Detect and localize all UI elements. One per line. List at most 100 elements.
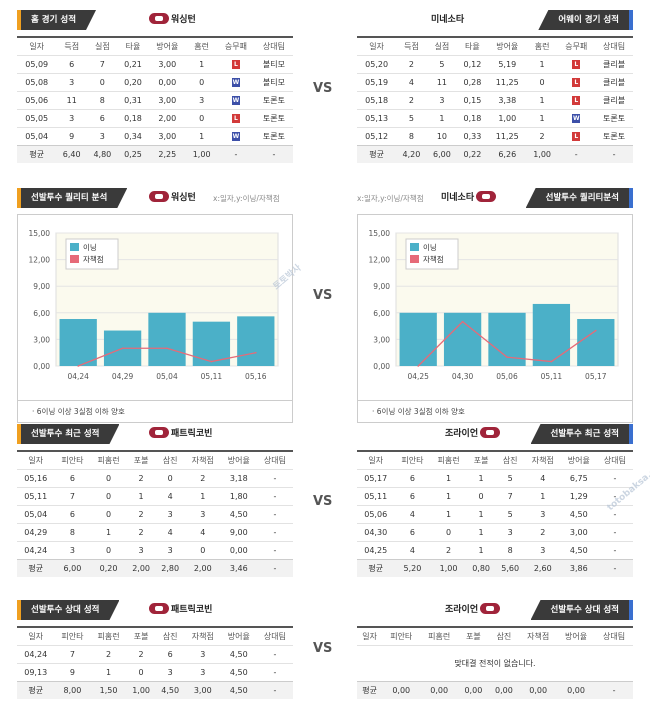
table-header-row: 일자 득점 실점 타율 방어율 홈런 승무패 상대팀: [17, 37, 293, 55]
home-record-table: 일자 득점 실점 타율 방어율 홈런 승무패 상대팀 05,09 6 7 0,21 3,00 1 L 볼티모 0…: [17, 36, 293, 163]
left-pitcher-vs-name: 패트릭코빈: [171, 605, 213, 615]
column-header: 자책점: [524, 451, 561, 469]
average-cell: 0,80: [466, 558, 496, 577]
table-cell: 11,25: [487, 126, 527, 145]
table-cell: 1: [526, 108, 558, 127]
average-cell: -: [216, 144, 255, 163]
table-row: 05,12 8 10 0,33 11,25 2 L 토론토: [357, 126, 633, 145]
earned-run-point: [166, 347, 168, 350]
washington-logo-icon: [149, 191, 169, 202]
average-row: 평균 8,00 1,50 1,00 4,50 3,00 4,50-: [17, 680, 293, 699]
table-cell: 0: [90, 468, 127, 487]
table-cell: 0,20: [117, 72, 149, 91]
average-cell: -: [557, 144, 596, 163]
column-header: 상대팀: [596, 451, 633, 469]
earned-run-point: [506, 356, 508, 358]
table-header-row: 일자 피안타 피홈런 포볼 삼진 자책점 방어율 상대팀: [357, 627, 633, 645]
average-cell: 0,25: [117, 144, 149, 163]
table-row: 05,11 7 0 1 4 1 1,80-: [17, 486, 293, 505]
average-row: 평균 6,00 0,20 2,00 2,80 2,00 3,46-: [17, 558, 293, 577]
table-cell: 1,80: [220, 486, 257, 505]
away-record-panel: 미네소타 어웨이 경기 성적 일자 득점 실점 타율 방어율 홈런 승무패 상대팀 05,20 2…: [357, 10, 633, 163]
y-tick-label: 12,00: [369, 256, 391, 265]
average-cell: 4,50: [155, 680, 185, 699]
right-quality-panel: x:일자,y:이닝/자책점 미네소타 선발투수 퀄리티분석 15,00 12,00…: [357, 188, 633, 423]
column-header: 피홈런: [90, 627, 127, 645]
table-cell: 8: [54, 522, 91, 541]
table-header-row: 일자 득점 실점 타율 방어율 홈런 승무패 상대팀: [357, 37, 633, 55]
x-tick-label: 05,06: [496, 372, 518, 381]
column-header: 실점: [426, 37, 458, 55]
average-cell: -: [254, 144, 293, 163]
table-row: 05,04 9 3 0,34 3,00 1 W 토론토: [17, 126, 293, 145]
table-row: 04,30 6 0 1 3 2 3,00-: [357, 522, 633, 541]
earned-run-point: [417, 365, 419, 367]
home-record-title: 홈 경기 성적: [17, 10, 96, 30]
table-cell: 0: [526, 72, 558, 91]
table-cell: 05,04: [17, 504, 55, 523]
washington-logo-icon: [149, 427, 169, 438]
column-header: 득점: [56, 37, 88, 55]
table-cell: 6: [87, 108, 118, 127]
table-cell: 0,34: [117, 126, 149, 145]
table-cell: -: [596, 486, 633, 505]
column-header: 피안타: [54, 451, 91, 469]
column-header: 자책점: [184, 451, 221, 469]
column-header: 피홈런: [420, 627, 459, 645]
column-header: 자책점: [184, 627, 221, 645]
average-cell: -: [595, 680, 633, 699]
average-row: 평균 4,20 6,00 0,22 6,26 1,00- -: [357, 144, 633, 163]
table-cell: 3,00: [148, 126, 187, 145]
table-row: 05,20 2 5 0,12 5,19 1 L 클리블: [357, 54, 633, 73]
table-cell: 4: [155, 486, 185, 505]
home-record-panel: 홈 경기 성적 워싱턴 일자 득점 실점 타율 방어율 홈런 승무패 상대팀 05,09 6 7 0,…: [17, 10, 293, 163]
left-quality-title: 선발투수 퀄리티 분석: [17, 188, 127, 208]
table-cell: 6: [54, 504, 91, 523]
table-cell: 7: [54, 486, 91, 505]
column-header: 득점: [396, 37, 427, 55]
y-tick-label: 9,00: [33, 282, 50, 291]
table-cell: 05,06: [17, 90, 57, 109]
table-cell: 1: [466, 468, 496, 487]
table-cell: 클리블: [595, 54, 633, 73]
table-row: 05,19 4 11 0,28 11,25 0 L 클리블: [357, 72, 633, 91]
table-cell: 0,18: [117, 108, 149, 127]
table-cell: 2: [396, 90, 427, 109]
average-cell: 3,00: [184, 680, 221, 699]
table-cell: 4: [524, 468, 561, 487]
table-cell: 1: [184, 486, 221, 505]
table-cell: 3: [155, 662, 185, 681]
table-cell: 1: [466, 504, 496, 523]
table-cell: -: [256, 662, 293, 681]
left-quality-panel: 선발투수 퀄리티 분석 워싱턴 x:일자,y:이닝/자책점 15,00 12,00…: [17, 188, 293, 423]
table-cell: 3: [186, 90, 217, 109]
column-header: 일자: [17, 451, 55, 469]
table-cell: 0: [90, 504, 127, 523]
inning-bar: [59, 319, 97, 366]
table-cell: 토론토: [254, 126, 293, 145]
table-cell: 05,19: [357, 72, 397, 91]
table-cell: 5: [426, 54, 458, 73]
table-header-row: 일자 피안타 피홈런 포볼 삼진 자책점 방어율 상대팀: [17, 627, 293, 645]
table-cell: 5,19: [487, 54, 527, 73]
table-cell: 4,50: [560, 504, 597, 523]
table-cell: -: [256, 522, 293, 541]
right-chart-footnote-text: 6이닝 이상 3실점 이하 양호: [376, 407, 465, 416]
table-cell: 2: [126, 644, 156, 663]
home-team-label: 워싱턴: [147, 13, 196, 27]
earned-run-point: [461, 320, 464, 323]
loss-icon: L: [572, 132, 581, 141]
left-quality-header: 선발투수 퀄리티 분석 워싱턴 x:일자,y:이닝/자책점: [17, 188, 293, 208]
right-pitcher-recent-table: 일자 피안타 피홈런 포볼 삼진 자책점 방어율 상대팀 05,17 6 1 1 5 4 6,75-05,1…: [357, 450, 633, 577]
right-quality-chart: 15,00 12,00 9,00 6,00 3,00 0,00 04,25 04,30 05,0…: [369, 229, 619, 381]
table-cell: 1: [526, 54, 558, 73]
vs-label-1: VS: [313, 81, 333, 96]
column-header: 포볼: [126, 627, 156, 645]
average-cell: 0,00: [557, 680, 596, 699]
result-badge-cell: L: [557, 54, 596, 73]
table-cell: 04,25: [357, 540, 395, 559]
average-cell: 1,50: [90, 680, 127, 699]
result-badge-cell: L: [557, 126, 596, 145]
right-pitcher-vs-table: 일자 피안타 피홈런 포볼 삼진 자책점 방어율 상대팀 맞대결 전적이 없습니다. 평균 0,00…: [357, 626, 633, 699]
average-cell: 3,86: [560, 558, 597, 577]
